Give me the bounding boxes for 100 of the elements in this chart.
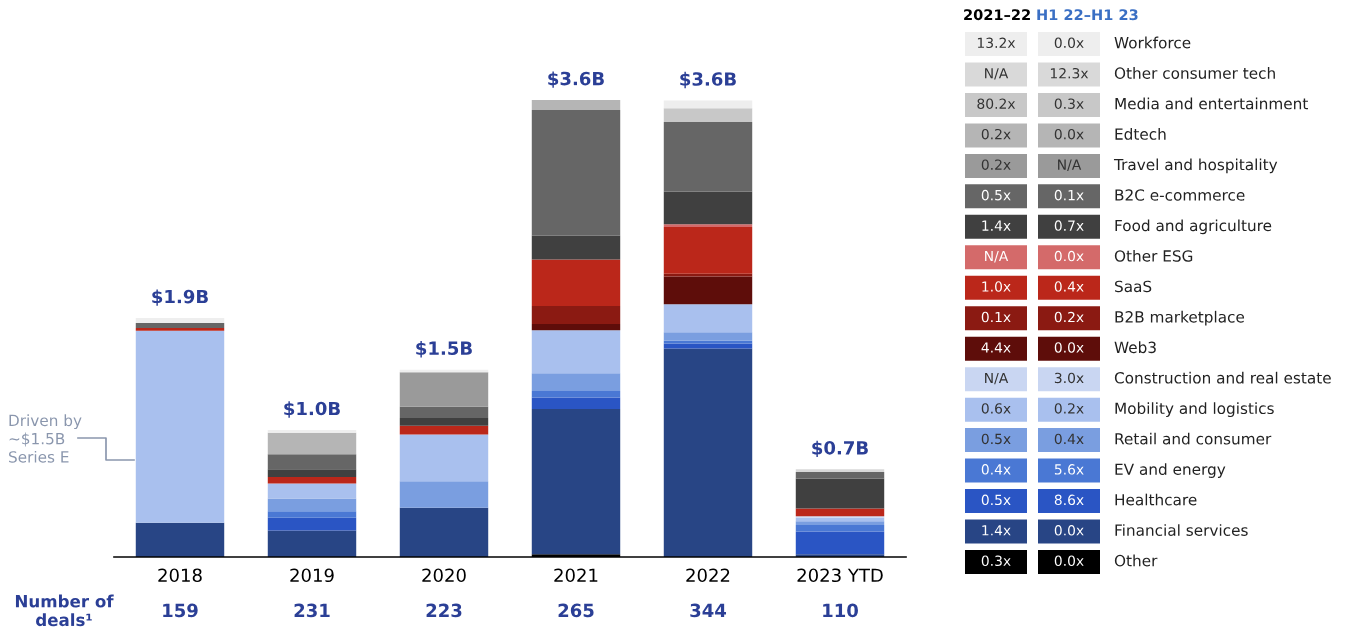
text: 0.4x (1054, 281, 1084, 292)
text: 80.2x (977, 98, 1016, 109)
text: 0.2x (981, 128, 1011, 140)
bar (531, 259, 621, 307)
text: N/A (1058, 159, 1082, 171)
bar (267, 498, 357, 512)
legend-label: Mobility and logistics (1115, 402, 1274, 418)
text: 5.6x (1054, 464, 1084, 475)
text: 110 (823, 603, 858, 618)
text: 0.1x (981, 311, 1011, 323)
annotation: $1.9B (152, 289, 208, 306)
bar (399, 425, 489, 435)
legend-label: Construction and real estate (1114, 371, 1331, 384)
text: 1.0x (982, 281, 1011, 292)
text: 1.4x (982, 220, 1011, 231)
bar (531, 391, 621, 398)
bar (135, 317, 225, 324)
text: 0.0x (1054, 250, 1084, 262)
text: $3.6B (548, 71, 604, 88)
text: N/A (985, 251, 1009, 263)
annotation: $0.7B (812, 440, 868, 458)
bar (531, 323, 621, 331)
text: 0.5x (981, 189, 1011, 201)
bar (267, 454, 357, 470)
bar (135, 328, 225, 331)
bar (663, 224, 753, 228)
bar (531, 100, 621, 111)
bar (399, 372, 489, 407)
bar (795, 525, 885, 532)
text: 0.2x (1054, 403, 1084, 414)
text: 0.0x (1054, 555, 1084, 567)
text: 1.4x (982, 525, 1011, 536)
bar (663, 304, 753, 333)
text: 3.0x (1054, 372, 1084, 384)
text: 159 (163, 603, 198, 618)
bar (663, 227, 753, 274)
text: 0.2x (1054, 311, 1084, 323)
legend-label: Retail and consumer (1115, 432, 1272, 445)
x-tick-label: 2020 (422, 568, 466, 583)
legend-label: Edtech (1115, 128, 1166, 140)
bar (135, 323, 225, 329)
bar (795, 531, 885, 555)
bar (135, 522, 225, 557)
legend-label: Media and entertainment (1115, 97, 1308, 110)
legend-label: Other (1114, 554, 1158, 567)
text: Number of deals¹ (15, 594, 114, 627)
bar (267, 432, 357, 455)
text: 223 (426, 603, 462, 618)
bar (663, 100, 753, 109)
text: 0.3x (1054, 98, 1084, 109)
bar (531, 397, 621, 409)
bar (663, 332, 753, 341)
x-tick-label: 2018 (158, 568, 202, 583)
annotation: $1.0B (284, 401, 340, 418)
bar (663, 340, 753, 344)
bar (267, 517, 357, 531)
text: 0.5x (981, 433, 1011, 445)
bar (531, 110, 621, 236)
bar (663, 108, 753, 122)
bar (399, 406, 489, 419)
text: 231 (294, 603, 330, 618)
legend-label: SaaS (1115, 280, 1152, 293)
text: 0.0x (1054, 128, 1084, 140)
bar (795, 478, 885, 509)
legend-label: Financial services (1115, 524, 1248, 536)
bar (531, 330, 621, 374)
annotation: $1.5B (416, 341, 472, 358)
bar (663, 348, 753, 557)
bar (795, 472, 885, 479)
text: 344 (690, 603, 727, 618)
text: N/A (985, 68, 1009, 80)
bar (531, 235, 621, 260)
bar (267, 530, 357, 557)
text: 0.2x (981, 159, 1011, 170)
text: N/A (985, 372, 1009, 385)
text: H1 22–H1 23 (1037, 9, 1138, 21)
bar (267, 477, 357, 484)
text: 0.4x (981, 464, 1011, 475)
legend-label: Other consumer tech (1114, 67, 1275, 79)
text: 0.3x (981, 555, 1011, 567)
bar (663, 343, 753, 349)
text: 0.4x (1054, 433, 1084, 445)
text: 0.6x (981, 403, 1011, 414)
bar (399, 481, 489, 508)
text: 13.2x (977, 37, 1016, 49)
text: 0.0x (1054, 37, 1084, 49)
legend-label: B2B marketplace (1115, 310, 1245, 326)
x-tick-label: 2023 YTD (797, 568, 883, 583)
text: 8.6x (1054, 494, 1084, 506)
bar (135, 330, 225, 523)
bar (795, 469, 885, 472)
text: 4.4x (981, 342, 1011, 353)
text: Driven by ~$1.5B Series E (9, 414, 82, 463)
bar (663, 276, 753, 305)
x-tick-label: 2021 (554, 568, 598, 583)
legend-label: EV and energy (1115, 463, 1226, 478)
bar (531, 373, 621, 392)
legend-label: Food and agriculture (1115, 219, 1272, 235)
text: 0.5x (981, 494, 1011, 506)
bar (795, 521, 885, 526)
